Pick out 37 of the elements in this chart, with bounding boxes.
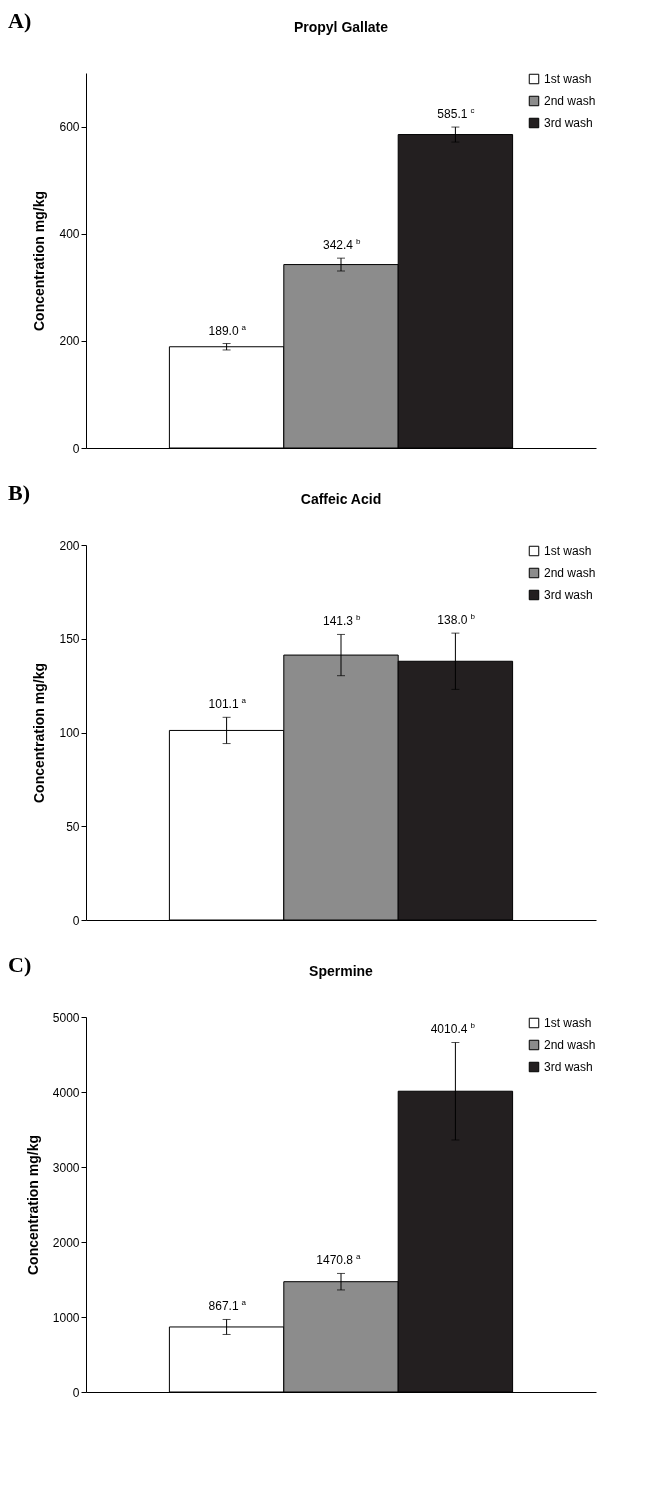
y-tick-label: 200 — [59, 334, 80, 349]
legend-label: 3rd wash — [544, 1060, 593, 1074]
y-tick-label: 3000 — [52, 1160, 80, 1175]
y-axis-title: Concentration mg/kg — [24, 1134, 41, 1276]
legend-label: 1st wash — [544, 1016, 592, 1030]
text: 189.0a — [208, 322, 247, 338]
y-tick-label: 4000 — [52, 1085, 80, 1100]
y-tick-label: 200 — [59, 538, 80, 553]
y-tick-label: 0 — [72, 913, 80, 928]
chart-title: Propyl Gallate — [293, 19, 389, 35]
text: A) — [8, 8, 32, 33]
y-tick-label: 100 — [59, 726, 80, 740]
y-tick-label: 0 — [72, 1385, 80, 1400]
legend-label: 1st wash — [544, 544, 592, 558]
legend-label: 2nd wash — [544, 1038, 596, 1052]
text: B) — [8, 480, 30, 505]
y-tick-label: 600 — [59, 120, 80, 135]
chart-title: Caffeic Acid — [300, 491, 382, 507]
y-tick-label: 400 — [59, 227, 80, 242]
text: 1470.8a — [316, 1252, 361, 1268]
text: 141.3b — [322, 613, 361, 629]
y-tick-label: 50 — [66, 819, 80, 834]
legend-label: 1st wash — [544, 72, 592, 86]
legend-label: 2nd wash — [544, 566, 596, 580]
legend-label: 3rd wash — [544, 588, 593, 602]
y-tick-label: 5000 — [52, 1010, 80, 1025]
y-tick-label: 150 — [59, 632, 80, 647]
y-tick-label: 0 — [72, 441, 80, 456]
text: 342.4b — [322, 237, 361, 253]
y-axis-title: Concentration mg/kg — [31, 662, 48, 804]
y-tick-label: 2000 — [52, 1235, 80, 1250]
y-axis-title: Concentration mg/kg — [31, 190, 48, 332]
y-tick-label: 1000 — [52, 1310, 80, 1325]
chart-title: Spermine — [309, 963, 374, 979]
legend-label: 2nd wash — [544, 94, 596, 108]
text: C) — [8, 952, 32, 977]
legend-label: 3rd wash — [544, 116, 593, 130]
